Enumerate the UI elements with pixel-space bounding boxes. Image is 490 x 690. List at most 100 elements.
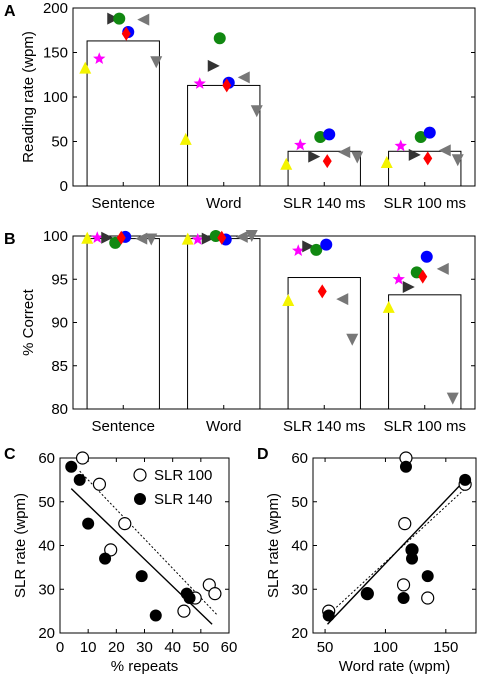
red-diamond-marker (317, 284, 327, 299)
bar (187, 84, 261, 187)
green-circle-marker (314, 131, 327, 144)
point-slr-100 (104, 543, 118, 557)
x-tick-label: 20 (108, 639, 125, 656)
panel-label-c: C (4, 446, 16, 463)
blue-circle-marker (423, 126, 436, 139)
x-tick-label: 60 (221, 639, 238, 656)
gray-triangle-left-marker (436, 262, 449, 275)
point-slr-140 (65, 460, 78, 473)
red-diamond-marker (423, 151, 433, 166)
y-tick-label: 40 (291, 538, 308, 555)
x-axis-label: Word rate (wpm) (339, 658, 450, 675)
black-triangle-right-marker (308, 150, 321, 163)
magenta-star-marker (91, 231, 104, 243)
x-tick-label: 50 (192, 639, 209, 656)
yellow-triangle-up-marker (282, 294, 295, 307)
point-slr-140 (406, 552, 419, 565)
green-circle-marker (310, 243, 323, 256)
fit-line-slr-140 (70, 488, 213, 625)
blue-circle-marker (320, 238, 333, 251)
yellow-triangle-up-marker (181, 232, 194, 245)
panel-label-d: D (257, 446, 269, 463)
y-tick-label: 60 (291, 450, 308, 467)
point-slr-100 (75, 451, 90, 465)
point-slr-100 (177, 604, 191, 618)
y-tick-label: 80 (51, 401, 68, 418)
legend-marker-slr-100 (133, 468, 147, 482)
gray-triangle-left-marker (137, 13, 150, 26)
point-slr-100 (118, 517, 132, 531)
y-tick-label: 40 (38, 538, 55, 555)
y-tick-label: 200 (43, 0, 68, 17)
y-tick-label: 50 (291, 494, 308, 511)
red-diamond-marker (222, 78, 232, 93)
fit-line-slr-100 (79, 470, 219, 616)
gray-triangle-down-marker (446, 392, 459, 405)
magenta-star-marker (392, 272, 405, 285)
y-tick-label: 20 (38, 625, 55, 642)
red-diamond-marker (121, 26, 131, 41)
y-tick-label: 100 (43, 89, 68, 106)
black-triangle-right-marker (302, 240, 315, 253)
y-tick-label: 50 (51, 134, 68, 151)
bar (86, 40, 160, 187)
panel-label-a: A (4, 3, 16, 20)
x-tick-label: Word (206, 418, 242, 435)
x-tick-label: Word (206, 195, 242, 212)
gray-triangle-left-marker (336, 293, 349, 306)
y-tick-label: 90 (51, 315, 68, 332)
gray-triangle-down-marker (451, 154, 464, 167)
black-triangle-right-marker (207, 59, 220, 72)
black-triangle-right-marker (402, 281, 415, 294)
point-slr-100 (92, 477, 107, 491)
gray-triangle-down-marker (150, 56, 163, 69)
y-axis-label: Reading rate (wpm) (20, 31, 37, 163)
gray-triangle-left-marker (438, 144, 451, 157)
y-axis-label: SLR rate (wpm) (265, 493, 282, 598)
gray-triangle-down-marker (145, 233, 158, 246)
x-tick-label: SLR 100 ms (383, 418, 466, 435)
yellow-triangle-up-marker (380, 155, 393, 168)
gray-triangle-down-marker (346, 333, 359, 346)
y-tick-label: 150 (43, 45, 68, 62)
y-tick-label: 85 (51, 358, 68, 375)
x-tick-label: 50 (317, 639, 334, 656)
point-slr-140 (149, 609, 162, 622)
x-tick-label: 40 (164, 639, 181, 656)
magenta-star-marker (193, 77, 206, 89)
blue-circle-marker (323, 128, 336, 141)
y-tick-label: 50 (38, 494, 55, 511)
gray-triangle-left-marker (338, 146, 351, 159)
y-axis-label: SLR rate (wpm) (12, 493, 29, 598)
gray-triangle-down-marker (245, 230, 258, 242)
x-tick-label: 100 (373, 639, 398, 656)
gray-triangle-down-marker (250, 105, 263, 118)
y-tick-label: 60 (38, 450, 55, 467)
x-tick-label: 0 (56, 639, 64, 656)
point-slr-140 (397, 592, 410, 604)
point-slr-100 (398, 517, 412, 531)
red-diamond-marker (322, 154, 332, 169)
x-tick-label: 10 (80, 639, 97, 656)
yellow-triangle-up-marker (81, 231, 94, 244)
bar (287, 277, 361, 410)
yellow-triangle-up-marker (79, 61, 92, 74)
point-slr-140 (183, 592, 196, 604)
panel-label-b: B (4, 231, 16, 248)
gray-triangle-left-marker (237, 71, 250, 84)
red-diamond-marker (418, 269, 428, 284)
yellow-triangle-up-marker (280, 157, 293, 170)
legend-label: SLR 140 (154, 491, 212, 508)
black-triangle-right-marker (101, 231, 114, 244)
magenta-star-marker (294, 138, 307, 151)
x-tick-label: SLR 140 ms (283, 195, 366, 212)
y-tick-label: 20 (291, 625, 308, 642)
green-circle-marker (213, 32, 226, 45)
magenta-star-marker (191, 232, 204, 245)
x-tick-label: Sentence (92, 195, 155, 212)
bar (388, 294, 462, 410)
green-circle-marker (414, 131, 427, 144)
yellow-triangle-up-marker (179, 132, 192, 145)
legend-marker-slr-140 (134, 493, 146, 505)
